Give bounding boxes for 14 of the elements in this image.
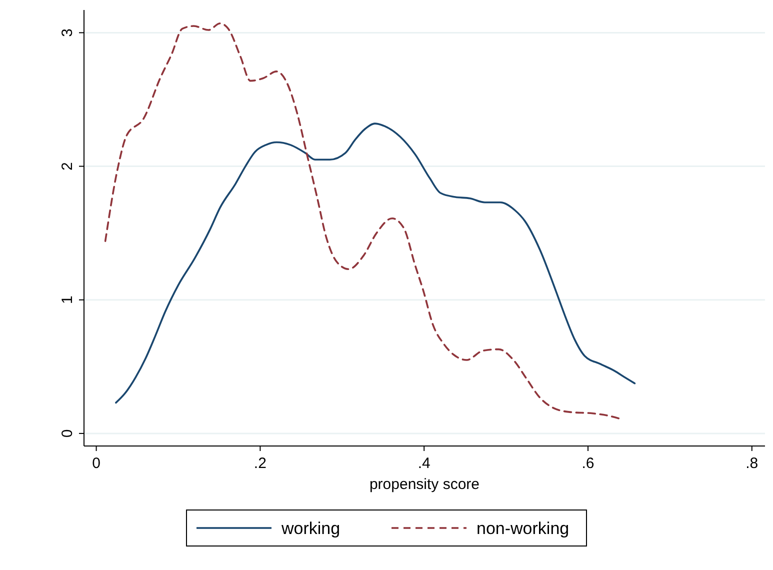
legend-label: working [280,519,340,538]
x-axis-title: propensity score [369,476,480,493]
y-tick-label: 0 [59,429,76,438]
line-series [104,22,621,420]
y-tick-label: 1 [59,296,76,304]
x-tick-label: .8 [746,455,758,472]
line-series [115,122,636,404]
x-tick-label: .4 [418,455,430,472]
y-tick-label: 2 [59,162,76,170]
y-tick-label: 3 [59,28,76,37]
legend-label: non-working [476,519,570,538]
x-tick-label: .6 [582,455,594,472]
x-tick-label: 0 [92,455,100,472]
x-tick-label: .2 [254,455,266,472]
